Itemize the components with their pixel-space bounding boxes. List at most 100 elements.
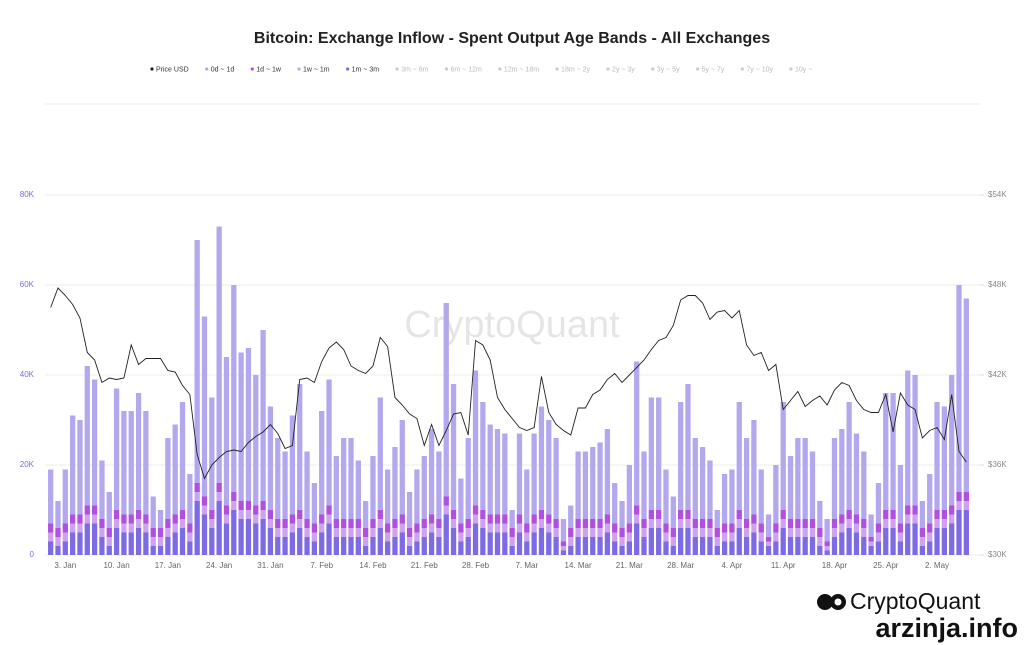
bar-segment bbox=[150, 546, 156, 555]
bar-segment bbox=[780, 519, 786, 528]
bar-segment bbox=[641, 451, 647, 519]
bar-segment bbox=[421, 528, 427, 537]
bar-segment bbox=[831, 528, 838, 537]
bar-segment bbox=[91, 523, 98, 555]
bar-segment bbox=[150, 537, 156, 546]
bar-segment bbox=[326, 505, 332, 515]
legend-label: 18m ~ 2y bbox=[561, 66, 590, 73]
bar-segment bbox=[604, 532, 611, 555]
x-tick-label: 7. Feb bbox=[310, 561, 333, 570]
bar-segment bbox=[245, 510, 252, 519]
bar-segment bbox=[282, 528, 288, 537]
bar-segment bbox=[201, 316, 208, 497]
bar-segment bbox=[304, 451, 310, 519]
bar-segment bbox=[99, 519, 105, 528]
bar-segment bbox=[260, 501, 266, 510]
bar-segment bbox=[487, 514, 493, 524]
bar-segment bbox=[370, 456, 376, 519]
bar-segment bbox=[201, 514, 208, 555]
bar-segment bbox=[187, 474, 193, 524]
bar-segment bbox=[956, 492, 962, 501]
bar-segment bbox=[597, 442, 603, 519]
bar-segment bbox=[795, 438, 801, 519]
bar-segment bbox=[297, 384, 303, 510]
bar-segment bbox=[963, 501, 969, 510]
bar-segment bbox=[333, 537, 339, 555]
bar-segment bbox=[897, 523, 904, 533]
bar-segment bbox=[157, 537, 164, 546]
bar-segment bbox=[656, 397, 662, 510]
bar-segment bbox=[377, 519, 383, 528]
bar-segment bbox=[568, 505, 574, 528]
bar-segment bbox=[721, 474, 728, 524]
bar-segment bbox=[619, 528, 625, 537]
bar-segment bbox=[216, 226, 222, 483]
bar-segment bbox=[128, 411, 134, 515]
bar-segment bbox=[670, 546, 676, 555]
legend-marker bbox=[346, 67, 350, 71]
bar-segment bbox=[363, 537, 369, 546]
bar-segment bbox=[333, 528, 339, 537]
legend-label: 10y ~ bbox=[795, 66, 812, 73]
bar-segment bbox=[348, 519, 354, 528]
bar-segment bbox=[384, 541, 391, 555]
bar-segment bbox=[414, 523, 420, 533]
bar-segment bbox=[568, 546, 574, 555]
y2-tick-label: $48K bbox=[988, 280, 1007, 289]
bar-segment bbox=[941, 510, 947, 519]
bar-segment bbox=[707, 460, 713, 519]
bar-segment bbox=[678, 528, 684, 555]
bar-segment bbox=[487, 523, 493, 533]
legend-marker bbox=[695, 67, 700, 71]
bar-segment bbox=[370, 528, 376, 537]
bar-segment bbox=[319, 411, 325, 515]
bar-segment bbox=[707, 537, 713, 555]
bar-segment bbox=[560, 519, 567, 542]
bar-segment bbox=[428, 523, 435, 533]
bar-segment bbox=[99, 537, 105, 555]
bar-segment bbox=[355, 460, 361, 519]
bar-segment bbox=[260, 519, 266, 555]
bar-segment bbox=[751, 514, 757, 524]
bar-segment bbox=[128, 523, 134, 533]
bar-segment bbox=[773, 532, 779, 542]
bar-segment bbox=[436, 537, 442, 555]
bar-segment bbox=[128, 532, 134, 555]
bar-segment bbox=[201, 496, 208, 506]
bar-segment bbox=[458, 478, 464, 524]
legend-label: Price USD bbox=[156, 66, 189, 73]
bar-segment bbox=[465, 528, 471, 537]
bar-segment bbox=[48, 523, 54, 533]
bar-segment bbox=[597, 519, 603, 528]
bar-segment bbox=[516, 433, 523, 515]
bar-segment bbox=[634, 523, 640, 555]
bar-segment bbox=[326, 514, 332, 524]
bar-segment bbox=[465, 519, 471, 528]
y-tick-label: 40K bbox=[20, 370, 35, 379]
bar-segment bbox=[48, 532, 54, 542]
bar-segment bbox=[949, 523, 955, 555]
bar-segment bbox=[846, 510, 852, 519]
bar-segment bbox=[458, 523, 464, 533]
bar-segment bbox=[450, 384, 457, 510]
bar-segment bbox=[267, 406, 274, 510]
bar-segment bbox=[99, 460, 105, 519]
bar-segment bbox=[663, 469, 669, 524]
bar-segment bbox=[150, 528, 156, 537]
bar-segment bbox=[436, 451, 442, 519]
bar-segment bbox=[245, 348, 252, 501]
bar-segment bbox=[597, 528, 603, 537]
bar-segment bbox=[846, 519, 852, 528]
bar-segment bbox=[443, 303, 449, 497]
y-tick-label: 20K bbox=[20, 460, 35, 469]
bar-segment bbox=[780, 510, 786, 519]
bar-segment bbox=[436, 528, 442, 537]
bar-segment bbox=[55, 546, 61, 555]
bar-segment bbox=[428, 514, 435, 524]
bar-segment bbox=[480, 402, 486, 510]
bar-segment bbox=[868, 546, 874, 555]
bar-segment bbox=[84, 366, 90, 506]
bar-segment bbox=[253, 514, 259, 524]
legend-label: 1d ~ 1w bbox=[256, 66, 282, 73]
bar-segment bbox=[106, 492, 112, 528]
